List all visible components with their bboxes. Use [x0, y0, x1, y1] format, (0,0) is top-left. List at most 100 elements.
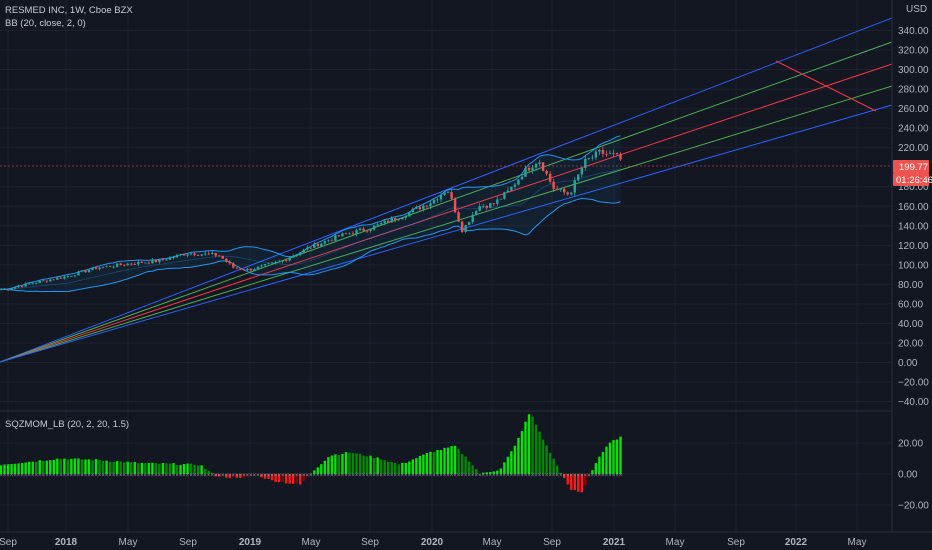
momentum-bar: [232, 474, 235, 478]
squeeze-dot: ×: [0, 473, 3, 479]
squeeze-dot: ×: [601, 473, 605, 479]
momentum-bar: [246, 474, 249, 477]
momentum-bar: [390, 461, 393, 474]
candle-body: [313, 243, 316, 248]
momentum-bar: [418, 455, 422, 474]
momentum-bar: [179, 464, 182, 474]
fan-cross-line[interactable]: [775, 60, 877, 112]
squeeze-dot: ×: [291, 473, 295, 479]
squeeze-dot: ×: [277, 473, 281, 479]
candle-body: [242, 269, 246, 271]
squeeze-dot: ×: [344, 473, 348, 479]
price-tick-label: 340.00: [898, 26, 929, 37]
pitchfan-drawing[interactable]: [0, 17, 893, 363]
candle-body: [63, 276, 66, 279]
bb-lower-line: [0, 197, 621, 293]
squeeze-dot: ×: [182, 473, 186, 479]
candle-body: [158, 259, 161, 263]
candle-body: [475, 210, 478, 215]
candle-body: [200, 254, 203, 256]
candle-body: [496, 199, 499, 204]
fan-line-upper-mid[interactable]: [0, 41, 893, 363]
candle-body: [263, 264, 267, 266]
momentum-bar: [415, 458, 418, 474]
squeeze-dot: ×: [496, 473, 500, 479]
candlestick-series: [0, 146, 622, 291]
momentum-bar: [545, 445, 548, 474]
momentum-bar: [559, 472, 562, 474]
squeeze-dot: ×: [355, 473, 359, 479]
squeeze-dot: ×: [376, 473, 380, 479]
candle-body: [214, 252, 217, 256]
squeeze-dot: ×: [362, 473, 366, 479]
momentum-bar: [517, 437, 520, 474]
candle-body: [355, 230, 358, 235]
candle-body: [175, 254, 179, 258]
squeeze-dot: ×: [351, 473, 355, 479]
momentum-bar: [467, 461, 471, 474]
squeeze-dot: ×: [3, 473, 7, 479]
squeeze-dot: ×: [566, 473, 570, 479]
squeeze-dot: ×: [288, 473, 292, 479]
symbol-legend[interactable]: RESMED INC, 1W, Cboe BZX: [5, 5, 133, 16]
squeeze-momentum-histogram: × × × × × × × × × × × × × × × × × × × × × × × × × × × × × × × × × × × × × × × ×…: [0, 414, 623, 493]
squeeze-dot: ×: [401, 473, 405, 479]
squeeze-dot: ×: [41, 473, 45, 479]
candle-body: [358, 228, 362, 231]
momentum-bar: [45, 460, 48, 474]
momentum-bar: [570, 474, 573, 490]
squeeze-dot: ×: [577, 473, 581, 479]
squeeze-dot: ×: [246, 473, 250, 479]
time-scale[interactable]: [0, 532, 932, 550]
momentum-bar: [172, 463, 175, 474]
momentum-bar: [73, 458, 77, 474]
momentum-bar: [369, 455, 372, 474]
candle-body: [165, 259, 168, 261]
squeeze-dot: ×: [555, 473, 559, 479]
candle-body: [0, 289, 3, 291]
squeeze-dot: ×: [559, 473, 563, 479]
bb-legend[interactable]: BB (20, close, 2, 0): [5, 18, 86, 29]
squeeze-dot: ×: [133, 473, 137, 479]
squeeze-dot: ×: [217, 473, 221, 479]
momentum-bar: [207, 470, 210, 474]
squeeze-dot: ×: [397, 473, 401, 479]
squeeze-dot: ×: [281, 473, 285, 479]
fan-line-median[interactable]: [0, 63, 893, 363]
momentum-bar: [563, 474, 566, 479]
oscillator-axis-ticks: 20.00 0.00 −20.00: [898, 439, 929, 512]
candle-body: [337, 235, 341, 237]
squeeze-dot: ×: [144, 473, 148, 479]
candle-body: [323, 241, 327, 244]
squeeze-dot: ×: [298, 473, 302, 479]
momentum-bar: [401, 462, 404, 474]
fan-line-upper[interactable]: [0, 17, 893, 363]
candle-body: [460, 221, 464, 232]
price-tick-label: 280.00: [898, 85, 929, 96]
momentum-bar: [608, 442, 612, 474]
squeeze-dot: ×: [453, 473, 457, 479]
squeeze-dot: ×: [471, 473, 475, 479]
candle-body: [80, 270, 84, 272]
oscillator-legend[interactable]: SQZMOM_LB (20, 2, 20, 1.5): [5, 419, 129, 430]
squeeze-dot: ×: [147, 473, 151, 479]
momentum-bar: [126, 461, 129, 474]
momentum-bar: [598, 456, 601, 474]
squeeze-dot: ×: [446, 473, 450, 479]
candle-body: [330, 240, 334, 242]
momentum-bar: [492, 471, 495, 474]
squeeze-dot: ×: [517, 473, 521, 479]
fan-line-lower[interactable]: [0, 104, 893, 363]
candle-body: [372, 225, 376, 230]
candle-body: [306, 247, 309, 250]
candle-body: [182, 254, 186, 256]
momentum-bar: [147, 462, 151, 474]
squeeze-dot: ×: [591, 473, 595, 479]
time-tick-label: 2022: [785, 537, 808, 548]
momentum-bar: [404, 462, 407, 474]
momentum-bar: [429, 451, 432, 474]
price-scale[interactable]: [892, 0, 932, 532]
momentum-bar: [218, 474, 221, 477]
fan-line-lower-mid[interactable]: [0, 85, 893, 363]
